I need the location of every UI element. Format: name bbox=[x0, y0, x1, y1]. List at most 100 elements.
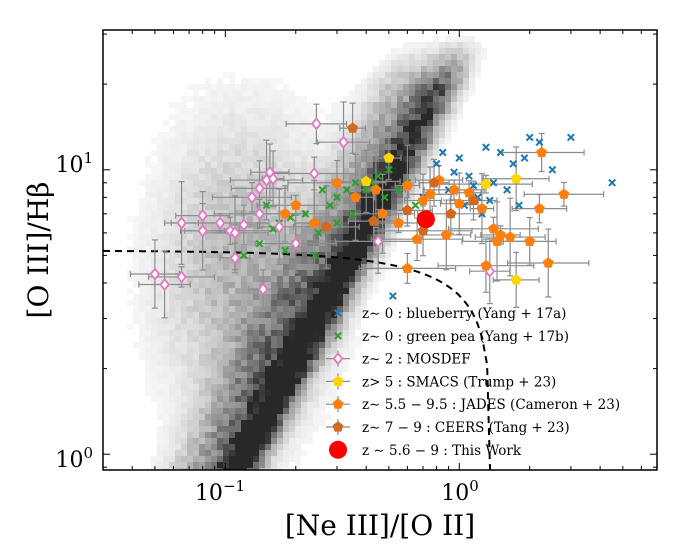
point-smacs-trump-23--4 bbox=[510, 274, 522, 285]
point-green-pea-yang-17b--19 bbox=[318, 185, 327, 194]
point-blueberry-yang-17a--9 bbox=[503, 185, 511, 194]
point-mosdef-3 bbox=[176, 216, 187, 230]
point-blueberry-yang-17a--2 bbox=[465, 172, 473, 181]
legend-label-0: z∼ 0 : blueberry (Yang + 17a) bbox=[362, 306, 566, 322]
point-jades-cameron-23--3 bbox=[331, 177, 343, 188]
point-mosdef-11 bbox=[246, 190, 258, 204]
legend-marker-4 bbox=[332, 398, 344, 409]
point-jades-cameron-23--14 bbox=[448, 184, 460, 195]
point-mosdef-18 bbox=[273, 220, 285, 234]
point-jades-cameron-23--8 bbox=[401, 179, 413, 191]
point-ceers-tang-23--2 bbox=[320, 221, 332, 232]
y-tick-label-10: 101 bbox=[55, 149, 93, 178]
point-blueberry-yang-17a--8 bbox=[489, 178, 498, 187]
point-mosdef-19 bbox=[290, 236, 302, 251]
point-jades-cameron-23--18 bbox=[488, 223, 499, 234]
point-smacs-trump-23--0 bbox=[360, 175, 372, 186]
point-green-pea-yang-17b--0 bbox=[262, 201, 271, 210]
point-ceers-tang-23--4 bbox=[428, 177, 440, 188]
point-green-pea-yang-17b--10 bbox=[362, 185, 371, 194]
point-blueberry-yang-17a--10 bbox=[548, 165, 557, 174]
point-blueberry-yang-17a--11 bbox=[567, 133, 575, 142]
point-mosdef-14 bbox=[257, 282, 269, 296]
point-jades-cameron-23--4 bbox=[350, 191, 361, 202]
x-tick-label-1: 100 bbox=[441, 477, 479, 506]
point-jades-cameron-23--13 bbox=[440, 229, 452, 240]
point-green-pea-yang-17b--13 bbox=[394, 185, 403, 194]
point-jades-cameron-23--17 bbox=[476, 202, 488, 214]
point-ceers-tang-23--3 bbox=[401, 204, 413, 215]
point-green-pea-yang-17b--11 bbox=[374, 172, 383, 181]
point-mosdef-22 bbox=[338, 135, 349, 149]
point-jades-cameron-23--22 bbox=[524, 235, 536, 246]
point-mosdef-9 bbox=[238, 218, 250, 232]
x-tick-label-0.1: 10−1 bbox=[195, 477, 245, 506]
point-mosdef-6 bbox=[214, 216, 226, 230]
point-ceers-tang-23--6 bbox=[468, 194, 479, 206]
demarcation-dashed-line bbox=[103, 249, 492, 470]
point-blueberry-yang-17a--19 bbox=[535, 138, 544, 147]
point-ceers-tang-23--0 bbox=[347, 122, 359, 133]
point-green-pea-yang-17b--17 bbox=[348, 209, 357, 218]
point-mosdef-13 bbox=[254, 181, 265, 196]
point-blueberry-yang-17a--22 bbox=[485, 196, 494, 205]
point-jades-cameron-23--1 bbox=[290, 199, 302, 210]
y-tick-label-1: 100 bbox=[55, 444, 93, 473]
point-green-pea-yang-17b--9 bbox=[351, 178, 360, 187]
point-green-pea-yang-17b--22 bbox=[239, 251, 248, 260]
point-mosdef-1 bbox=[159, 277, 170, 292]
point-jades-cameron-23--6 bbox=[377, 208, 388, 219]
point-green-pea-yang-17b--21 bbox=[255, 239, 264, 248]
legend-label-6: z ∼ 5.6 − 9 : This Work bbox=[362, 443, 522, 459]
point-mosdef-17 bbox=[267, 172, 279, 186]
point-green-pea-yang-17b--16 bbox=[333, 219, 341, 227]
point-mosdef-8 bbox=[229, 226, 241, 240]
point-blueberry-yang-17a--14 bbox=[450, 168, 458, 177]
point-blueberry-yang-17a--6 bbox=[525, 133, 534, 142]
point-blueberry-yang-17a--23 bbox=[520, 154, 529, 162]
demarcation-curve bbox=[103, 249, 492, 470]
legend-marker-6 bbox=[329, 440, 347, 459]
point-smacs-trump-23--3 bbox=[510, 173, 522, 184]
point-green-pea-yang-17b--8 bbox=[342, 185, 351, 194]
point-green-pea-yang-17b--15 bbox=[411, 201, 420, 210]
point-jades-cameron-23--16 bbox=[463, 187, 475, 198]
plot-frame bbox=[102, 29, 658, 471]
legend-marker-0 bbox=[334, 309, 342, 317]
point-jades-cameron-23--21 bbox=[504, 231, 516, 242]
point-blueberry-yang-17a--12 bbox=[608, 178, 617, 187]
legend: z∼ 0 : blueberry (Yang + 17a) z∼ 0 : gree… bbox=[326, 306, 620, 459]
point-jades-cameron-23--11 bbox=[424, 188, 436, 199]
point-jades-cameron-23--25 bbox=[558, 188, 570, 199]
point-smacs-trump-23--1 bbox=[383, 152, 395, 163]
point-green-pea-yang-17b--12 bbox=[384, 165, 393, 174]
legend-marker-2 bbox=[332, 351, 344, 366]
point-mosdef-0 bbox=[149, 267, 161, 281]
point-this-work-0 bbox=[416, 210, 435, 229]
point-blueberry-yang-17a--16 bbox=[469, 181, 478, 190]
point-jades-cameron-23--0 bbox=[279, 208, 291, 219]
point-jades-cameron-23--5 bbox=[370, 184, 382, 195]
point-jades-cameron-23--27 bbox=[542, 257, 554, 268]
point-jades-cameron-23--26 bbox=[480, 260, 492, 271]
point-jades-cameron-23--20 bbox=[495, 229, 506, 240]
legend-label-4: z∼ 5.5 − 9.5 : JADES (Cameron + 23) bbox=[362, 397, 620, 413]
point-mosdef-4 bbox=[197, 208, 208, 223]
point-green-pea-yang-17b--25 bbox=[380, 193, 389, 202]
point-green-pea-yang-17b--7 bbox=[333, 193, 341, 202]
legend-label-1: z∼ 0 : green pea (Yang + 17b) bbox=[362, 329, 569, 345]
point-green-pea-yang-17b--4 bbox=[301, 209, 310, 218]
point-jades-cameron-23--7 bbox=[393, 217, 404, 228]
point-blueberry-yang-17a--24 bbox=[388, 292, 397, 300]
point-green-pea-yang-17b--23 bbox=[281, 246, 289, 255]
point-blueberry-yang-17a--3 bbox=[482, 143, 490, 152]
point-jades-cameron-23--24 bbox=[536, 146, 548, 158]
data-points bbox=[149, 117, 617, 300]
point-blueberry-yang-17a--5 bbox=[509, 159, 518, 168]
y-axis-label: [O III]/Hβ bbox=[22, 182, 55, 319]
point-jades-cameron-23--15 bbox=[453, 198, 465, 209]
point-jades-cameron-23--23 bbox=[534, 202, 545, 214]
point-smacs-trump-23--2 bbox=[480, 178, 492, 189]
point-mosdef-23 bbox=[372, 234, 384, 249]
